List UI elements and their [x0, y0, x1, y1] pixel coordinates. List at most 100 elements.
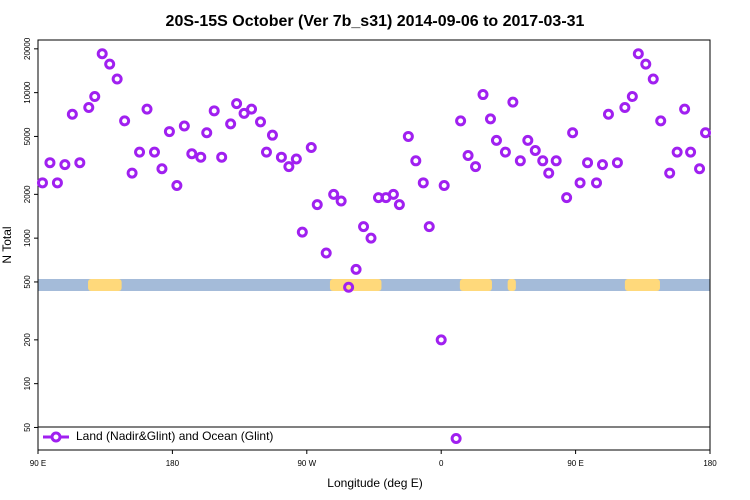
data-point — [225, 118, 237, 130]
data-point — [231, 98, 243, 110]
data-point — [626, 91, 638, 103]
surface-segment — [507, 279, 516, 291]
data-point — [490, 134, 502, 146]
data-point — [104, 58, 116, 70]
surface-segment — [459, 279, 492, 291]
x-tick-label: 90 E — [30, 459, 46, 468]
data-point — [44, 157, 56, 169]
data-point — [582, 157, 594, 169]
data-point — [266, 129, 278, 141]
surface-segment — [624, 279, 660, 291]
data-point — [178, 120, 190, 132]
data-point — [700, 127, 712, 139]
data-point — [328, 188, 340, 200]
data-point — [499, 146, 511, 158]
data-point — [574, 177, 586, 189]
data-point — [507, 96, 519, 108]
data-point — [89, 91, 101, 103]
y-tick-label: 2000 — [23, 185, 32, 203]
data-point — [529, 145, 541, 157]
surface-segment — [329, 279, 382, 291]
data-point — [275, 151, 287, 163]
data-point — [283, 161, 295, 173]
legend-label: Land (Nadir&Glint) and Ocean (Glint) — [76, 429, 273, 443]
data-point — [186, 148, 198, 160]
data-point — [694, 163, 706, 175]
data-point — [246, 103, 258, 115]
y-tick-label: 5000 — [23, 127, 32, 145]
y-axis-label: N Total — [0, 226, 14, 263]
data-point — [290, 153, 302, 165]
y-tick-label: 100 — [23, 376, 32, 390]
data-point — [260, 146, 272, 158]
data-point — [550, 155, 562, 167]
chart-title: 20S-15S October (Ver 7b_s31) 2014-09-06 … — [166, 13, 585, 30]
data-point — [163, 126, 175, 138]
data-point — [679, 103, 691, 115]
data-point — [640, 58, 652, 70]
data-point — [201, 127, 213, 139]
x-tick-label: 90 E — [567, 459, 583, 468]
surface-segment — [88, 279, 122, 291]
y-tick-label: 50 — [23, 422, 32, 431]
data-point — [632, 48, 644, 60]
data-point — [647, 73, 659, 85]
data-point — [567, 127, 579, 139]
data-point — [96, 48, 108, 60]
data-point — [156, 163, 168, 175]
data-point — [402, 130, 414, 142]
data-point — [320, 247, 332, 259]
data-point — [195, 151, 207, 163]
data-point — [134, 146, 146, 158]
x-tick-label: 180 — [166, 459, 180, 468]
data-point — [417, 177, 429, 189]
data-point — [596, 159, 608, 171]
data-point — [410, 155, 422, 167]
data-point — [438, 180, 450, 192]
data-point — [664, 167, 676, 179]
data-point — [671, 146, 683, 158]
data-point — [591, 177, 603, 189]
data-point — [148, 146, 160, 158]
data-point — [387, 188, 399, 200]
y-tick-label: 200 — [23, 333, 32, 347]
data-point — [435, 334, 447, 346]
data-point — [111, 73, 123, 85]
data-point — [141, 103, 153, 115]
data-point — [335, 195, 347, 207]
data-point — [208, 105, 220, 117]
data-point — [522, 134, 534, 146]
y-tick-label: 500 — [23, 275, 32, 289]
x-tick-label: 90 W — [297, 459, 316, 468]
data-point — [537, 155, 549, 167]
data-point — [685, 146, 697, 158]
data-point — [450, 432, 462, 444]
data-point — [655, 115, 667, 127]
data-point — [455, 115, 467, 127]
data-point — [66, 108, 78, 120]
plot-frame — [37, 39, 711, 451]
data-point — [423, 221, 435, 233]
data-point — [311, 199, 323, 211]
data-point — [126, 167, 138, 179]
data-point — [514, 155, 526, 167]
legend-marker — [50, 431, 62, 443]
data-point — [83, 102, 95, 114]
data-point — [365, 232, 377, 244]
data-point — [393, 199, 405, 211]
data-point — [484, 113, 496, 125]
data-point — [59, 159, 71, 171]
data-point — [358, 221, 370, 233]
data-point — [74, 157, 86, 169]
data-point — [543, 167, 555, 179]
y-tick-label: 10000 — [23, 81, 32, 104]
x-tick-label: 180 — [703, 459, 717, 468]
data-point — [255, 116, 267, 128]
data-point — [343, 281, 355, 293]
data-point — [611, 157, 623, 169]
data-point — [462, 149, 474, 161]
data-point — [36, 177, 48, 189]
x-axis-label: Longitude (deg E) — [327, 476, 422, 490]
data-point — [561, 192, 573, 204]
